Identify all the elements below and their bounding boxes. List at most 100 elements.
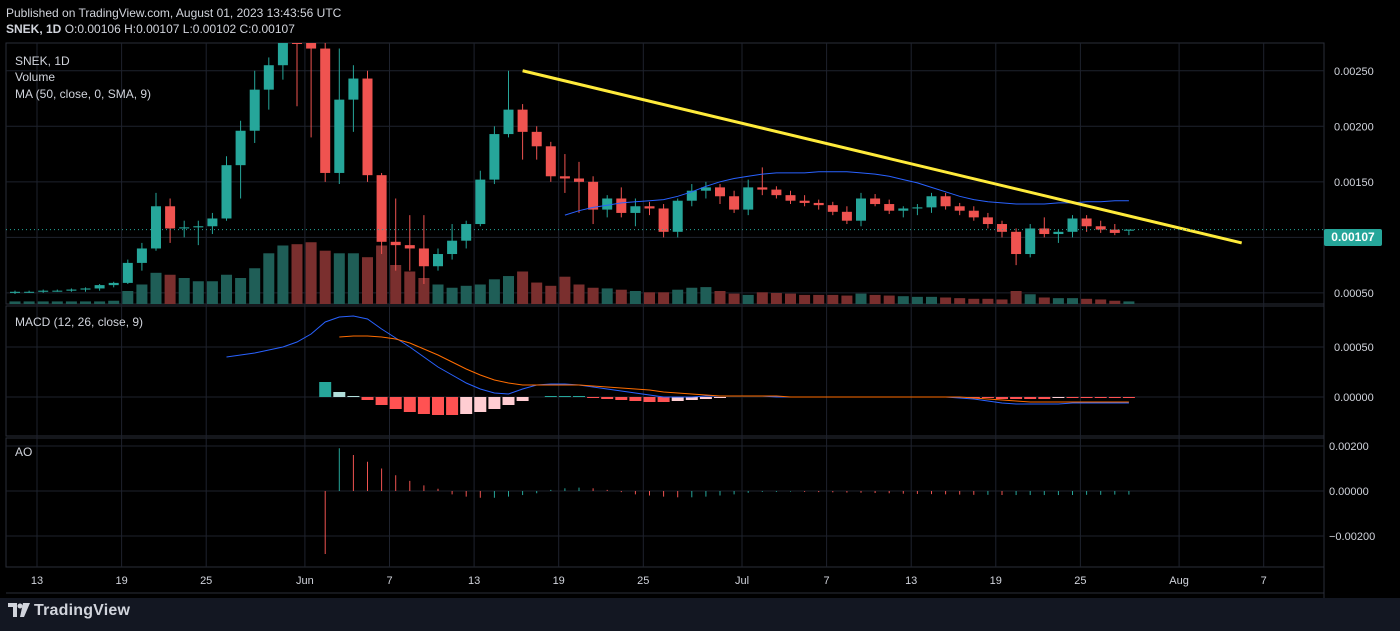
tradingview-logo[interactable]: TradingView <box>8 602 130 620</box>
price-tick-label: 0.00250 <box>1334 66 1374 78</box>
legend-ao[interactable]: AO <box>15 445 33 459</box>
volume-bar <box>1123 301 1135 304</box>
time-tick-label: 25 <box>200 575 212 587</box>
candle-body <box>940 196 951 207</box>
legend-symbol[interactable]: SNEK, 1D <box>15 54 70 68</box>
candle-body <box>1053 231 1064 235</box>
candle-body <box>249 89 260 131</box>
candle-body <box>827 205 838 212</box>
volume-bar <box>150 272 162 304</box>
volume-bar <box>911 296 923 304</box>
chart-canvas[interactable]: 0.002500.002000.001500.001000.000500.000… <box>0 0 1400 598</box>
macd-hist-bar <box>417 397 430 414</box>
candle-body <box>38 290 49 292</box>
macd-hist-bar <box>1066 397 1079 398</box>
candle-body <box>799 200 810 203</box>
legend-macd[interactable]: MACD (12, 26, close, 9) <box>15 315 144 329</box>
candle-body <box>926 196 937 208</box>
legend-ma[interactable]: MA (50, close, 0, SMA, 9) <box>15 87 152 101</box>
candle-body <box>729 196 740 210</box>
volume-bar <box>221 274 232 304</box>
candle-body <box>207 218 218 227</box>
ao-tick-label: 0.00200 <box>1329 441 1369 453</box>
macd-hist-bar <box>460 397 473 414</box>
candle-body <box>813 202 824 206</box>
volume-bar <box>404 271 416 304</box>
macd-hist-bar <box>403 397 416 412</box>
volume-bar <box>756 292 768 304</box>
volume-bar <box>615 289 627 304</box>
time-tick-label: 13 <box>468 575 480 587</box>
ao-tick-label: −0.00200 <box>1329 531 1375 543</box>
candle-body <box>771 189 782 196</box>
macd-hist-bar <box>347 396 360 397</box>
candle-body <box>433 254 443 267</box>
volume-bar <box>418 278 430 304</box>
volume-bar <box>249 268 261 304</box>
candle-body <box>80 288 91 290</box>
time-tick-label: Jun <box>296 575 314 587</box>
volume-bar <box>517 271 529 304</box>
volume-bar <box>488 279 500 304</box>
volume-bar <box>869 294 881 304</box>
volume-bar <box>503 276 514 304</box>
volume-bar <box>714 291 726 304</box>
volume-bar <box>813 294 825 304</box>
macd-hist-bar <box>573 396 585 397</box>
macd-hist-bar <box>1080 397 1093 398</box>
volume-bar <box>897 296 909 304</box>
volume-bar <box>644 292 655 304</box>
candle-body <box>644 206 655 209</box>
candle-body <box>968 210 979 218</box>
volume-bar <box>1095 299 1107 304</box>
volume-bar <box>51 301 63 304</box>
volume-bar <box>940 297 952 304</box>
candle-body <box>277 43 288 66</box>
volume-bar <box>305 242 317 304</box>
macd-hist-bar <box>643 397 656 402</box>
volume-bar <box>94 301 106 304</box>
candle-body <box>785 195 796 201</box>
candle-body <box>52 290 63 292</box>
volume-bar <box>333 253 345 304</box>
volume-bar <box>531 282 543 304</box>
candle-body <box>856 198 866 221</box>
macd-hist-bar <box>657 397 670 402</box>
volume-bar <box>446 287 458 304</box>
volume-bar <box>1038 297 1050 304</box>
candle-body <box>221 165 232 219</box>
volume-bar <box>742 294 754 304</box>
time-tick-label: 25 <box>637 575 649 587</box>
candle-body <box>263 65 274 90</box>
candle-body <box>997 224 1007 232</box>
macd-hist-bar <box>981 397 994 398</box>
macd-hist-bar <box>432 397 444 415</box>
macd-hist-bar <box>389 397 402 409</box>
candle-body <box>884 204 895 211</box>
candle-body <box>559 176 570 179</box>
macd-hist-bar <box>446 397 459 415</box>
legend-volume[interactable]: Volume <box>15 70 56 84</box>
candle-body <box>404 245 415 249</box>
macd-hist-bar <box>601 397 614 399</box>
time-tick-label: 19 <box>990 575 1002 587</box>
candle-body <box>1095 226 1106 230</box>
candle-body <box>334 99 345 173</box>
candle-body <box>588 181 599 210</box>
candle-body <box>1109 229 1120 233</box>
pane-2 <box>5 437 1325 568</box>
candle-body <box>1067 218 1078 232</box>
volume-bar <box>277 245 289 304</box>
time-tick-label: 7 <box>824 575 830 587</box>
macd-tick-label: 0.00050 <box>1334 342 1374 354</box>
volume-bar <box>206 281 218 304</box>
trend-line <box>522 69 1243 245</box>
volume-bar <box>601 288 613 304</box>
symbol-interval: SNEK, 1D <box>6 22 62 36</box>
volume-bar <box>700 287 712 304</box>
ohlc-line: SNEK, 1D O:0.00106 H:0.00107 L:0.00102 C… <box>6 21 341 37</box>
pane-1 <box>5 305 1325 437</box>
volume-bar <box>65 301 77 304</box>
candle-body <box>715 187 725 197</box>
volume-bar <box>1024 294 1036 304</box>
